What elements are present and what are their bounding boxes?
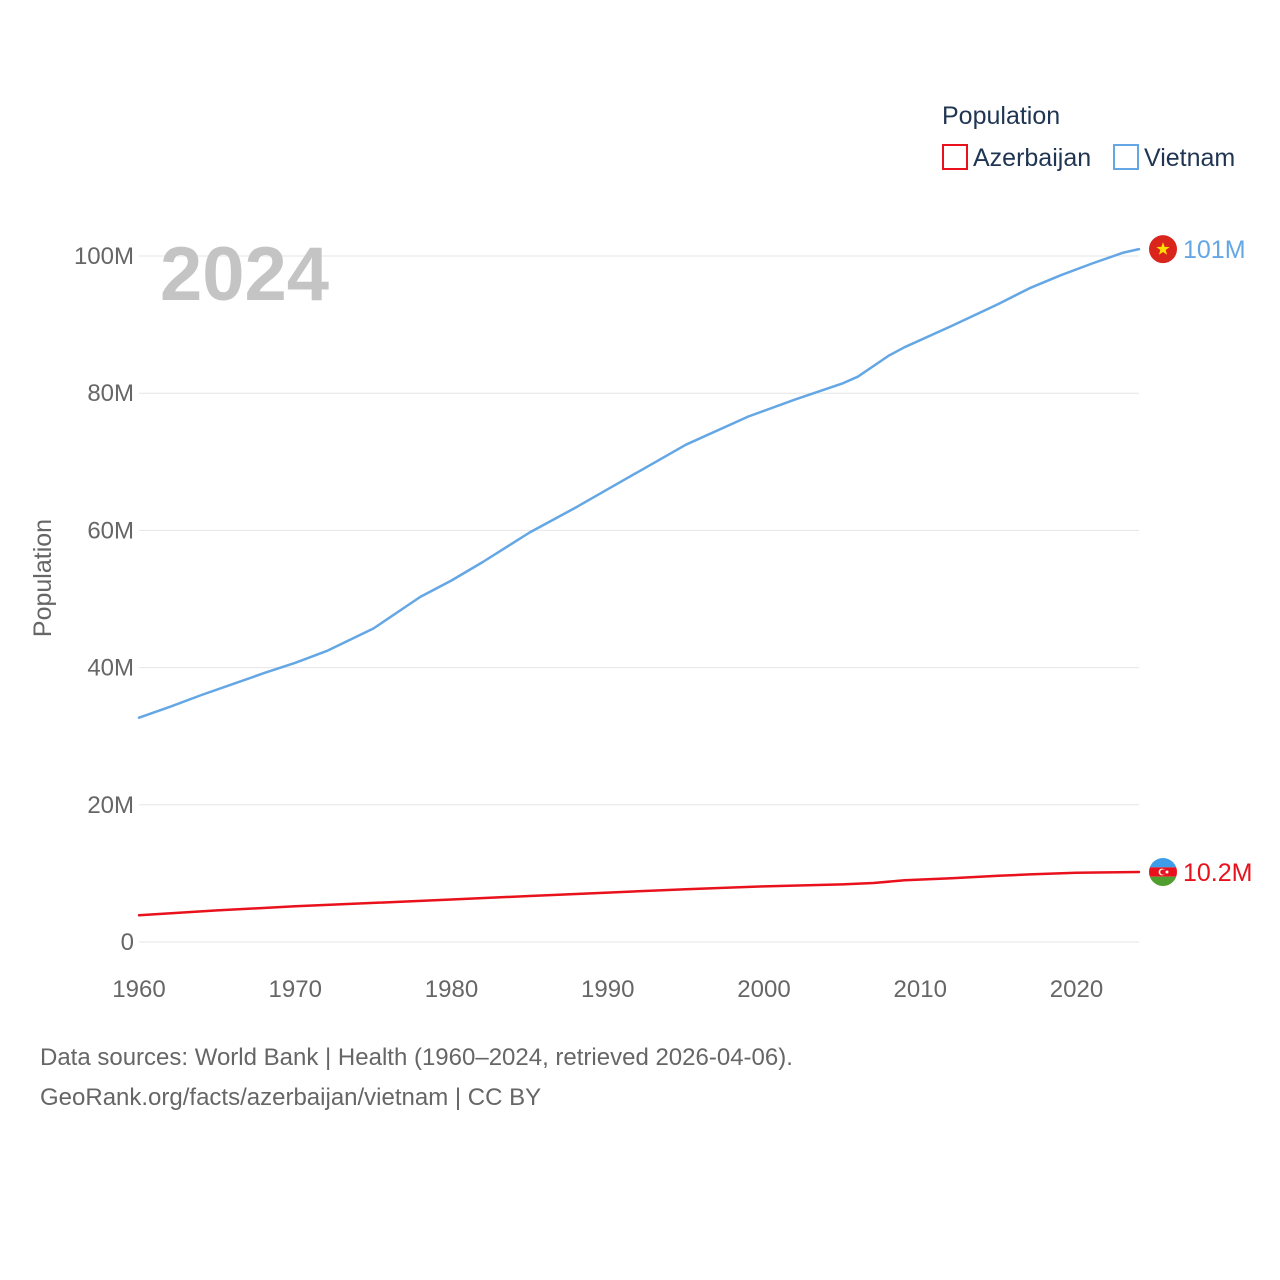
y-tick-label: 20M <box>87 792 134 819</box>
series-line-vietnam[interactable] <box>137 247 1141 719</box>
y-axis-ticks: 0 20M 40M 60M 80M 100M <box>74 243 134 956</box>
series-end-markers: 10.2M 101M <box>1149 235 1252 887</box>
series-lines <box>137 247 1141 917</box>
x-tick-label: 1960 <box>112 976 165 1003</box>
year-watermark: 2024 <box>160 232 329 317</box>
legend-item-azerbaijan[interactable]: Azerbaijan <box>942 144 1091 172</box>
end-label-azerbaijan: 10.2M <box>1183 859 1252 887</box>
footer-attribution: GeoRank.org/facts/azerbaijan/vietnam | C… <box>40 1084 542 1111</box>
x-tick-label: 2010 <box>894 976 947 1003</box>
footer-sources: Data sources: World Bank | Health (1960–… <box>40 1044 793 1071</box>
y-tick-label: 60M <box>87 517 134 544</box>
y-tick-label: 100M <box>74 243 134 270</box>
y-axis-label: Population <box>29 519 57 637</box>
series-line-azerbaijan[interactable] <box>137 870 1141 917</box>
legend-label-vietnam: Vietnam <box>1144 144 1235 172</box>
legend-swatch-vietnam <box>1113 144 1139 170</box>
azerbaijan-flag <box>1149 858 1177 887</box>
legend-item-vietnam[interactable]: Vietnam <box>1113 144 1235 172</box>
x-tick-label: 1980 <box>425 976 478 1003</box>
y-tick-label: 80M <box>87 380 134 407</box>
end-label-vietnam: 101M <box>1183 236 1246 264</box>
x-tick-label: 1970 <box>269 976 322 1003</box>
y-tick-label: 0 <box>121 929 134 956</box>
legend: Population Azerbaijan Vietnam <box>942 102 1235 172</box>
x-tick-label: 2020 <box>1050 976 1103 1003</box>
y-tick-label: 40M <box>87 655 134 682</box>
legend-title: Population <box>942 102 1060 130</box>
vietnam-flag <box>1149 235 1177 264</box>
legend-swatch-azerbaijan <box>942 144 968 170</box>
legend-label-azerbaijan: Azerbaijan <box>973 144 1091 172</box>
x-tick-label: 1990 <box>581 976 634 1003</box>
gridlines <box>139 255 1139 943</box>
x-tick-label: 2000 <box>737 976 790 1003</box>
x-axis-ticks: 1960 1970 1980 1990 2000 2010 2020 <box>112 976 1103 1003</box>
